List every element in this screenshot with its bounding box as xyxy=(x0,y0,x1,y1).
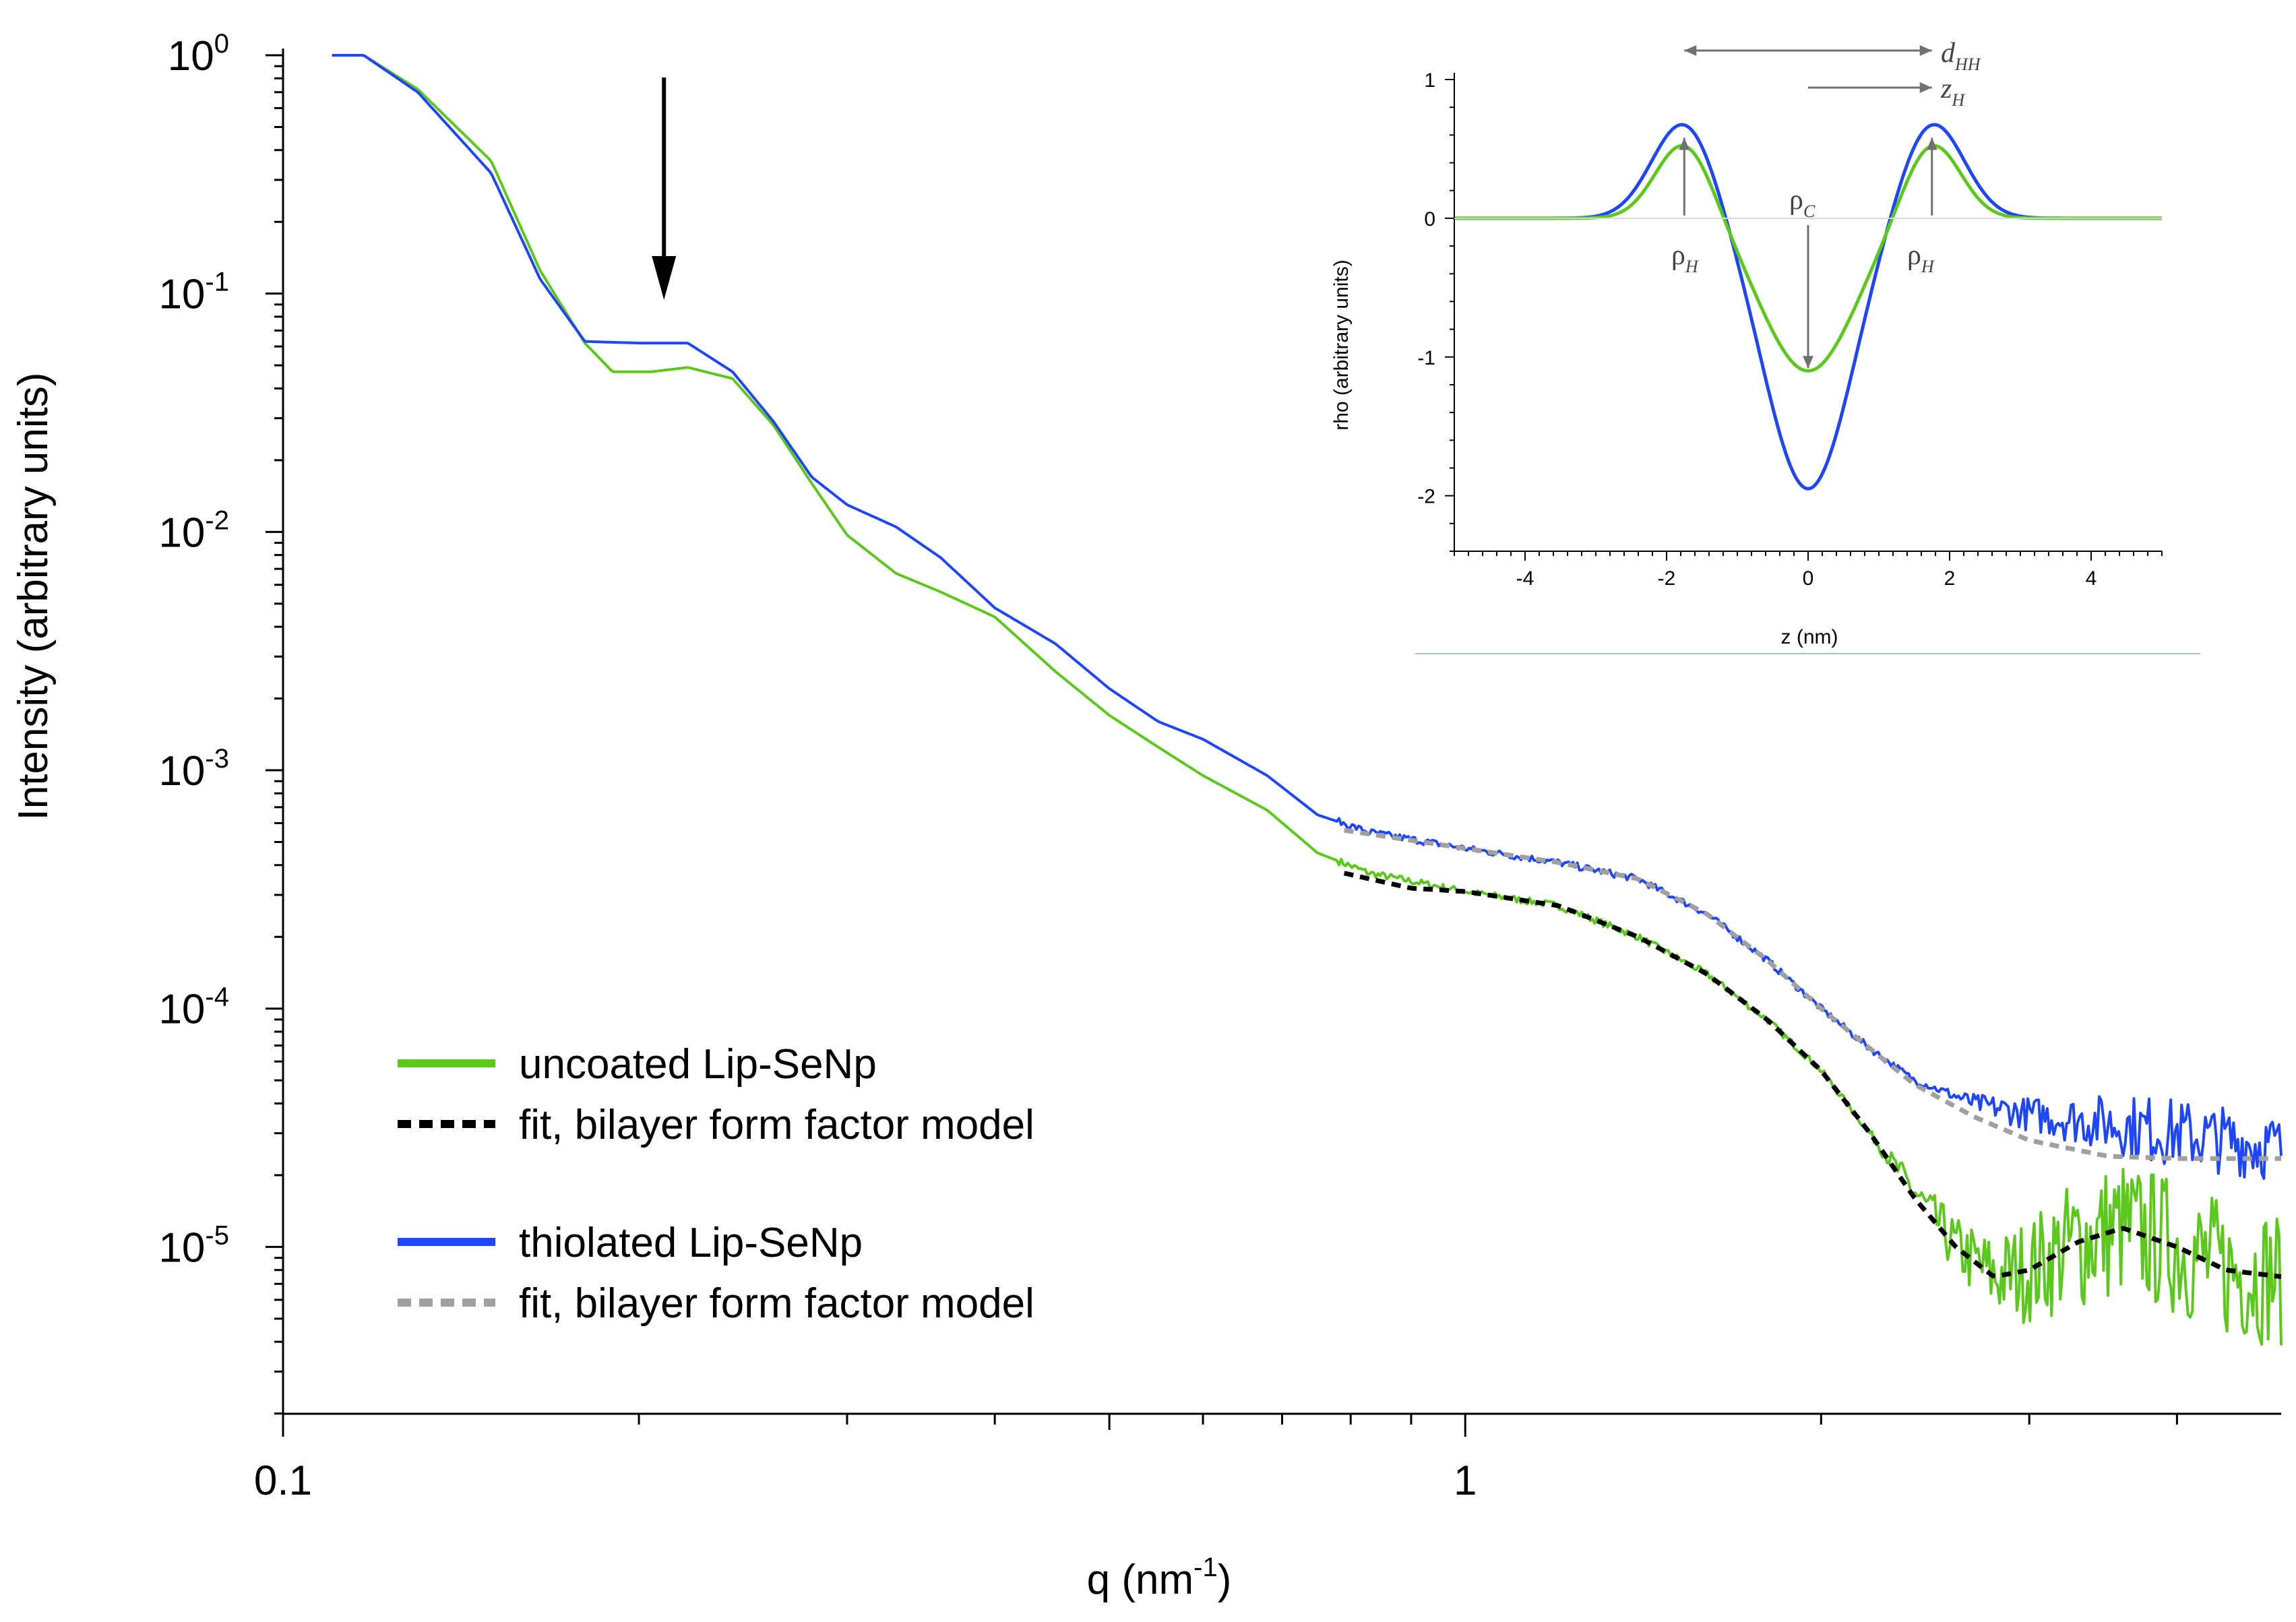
rhoh-left-arrow-head xyxy=(1679,137,1690,150)
inset-x-tick-label: 2 xyxy=(1944,567,1956,590)
inset-y-axis-title: rho (arbitrary units) xyxy=(1330,259,1353,430)
y-tick-label-base: 10 xyxy=(158,1224,205,1271)
inset-y-tick-label: -1 xyxy=(1417,347,1435,369)
inset-y-tick-label: -2 xyxy=(1417,486,1435,508)
anno-rhoc-sub: C xyxy=(1803,201,1816,221)
y-tick-label-base: 10 xyxy=(158,272,205,318)
y-tick-label-exponent: -5 xyxy=(205,1220,229,1250)
anno-rhoh-left: ρH xyxy=(1671,240,1699,276)
inset-x-tick-label: -4 xyxy=(1516,567,1534,590)
inset-x-axis-title: z (nm) xyxy=(1781,626,1838,648)
main-series-group xyxy=(332,54,2283,1346)
x-axis-title-text: q (nm xyxy=(1087,1557,1193,1603)
anno-rhoc-main: ρ xyxy=(1789,185,1803,216)
peak-arrow xyxy=(652,77,677,300)
anno-zh: zH xyxy=(1940,73,1965,110)
inset-axes: -4 -2 0 2 4 -2 -1 0 1 xyxy=(1415,69,2200,654)
peak-arrow-head xyxy=(652,256,677,300)
x-tick-label: 1 xyxy=(1454,1458,1477,1504)
series-0-data-line xyxy=(332,54,2283,1346)
x-axis-title-close: ) xyxy=(1218,1557,1232,1603)
rhoh-right-arrow-head xyxy=(1926,137,1937,150)
anno-rhoh-left-main: ρ xyxy=(1671,240,1685,271)
y-tick-label-exponent: -3 xyxy=(205,744,229,774)
inset-x-tick-label: 4 xyxy=(2086,567,2097,590)
inset-annotations: dHH zH ρH ρH ρC xyxy=(1671,38,1981,369)
anno-rhoh-right: ρH xyxy=(1907,240,1935,276)
y-tick-label: 10-2 xyxy=(158,505,229,556)
legend-label-fit-thiolated: fit, bilayer form factor model xyxy=(519,1280,1034,1327)
anno-rhoh-left-sub: H xyxy=(1685,257,1699,276)
anno-zh-sub: H xyxy=(1951,90,1965,110)
anno-rhoh-right-sub: H xyxy=(1921,257,1935,276)
legend-label-uncoated: uncoated Lip-SeNp xyxy=(519,1041,877,1088)
inset-y-tick-label: 1 xyxy=(1424,69,1435,92)
rhoc-arrow-head xyxy=(1803,356,1813,369)
dhh-arrow-head xyxy=(1919,45,1932,56)
y-tick-label-exponent: -2 xyxy=(205,505,229,535)
y-tick-label: 10-5 xyxy=(158,1220,229,1271)
y-tick-label-exponent: -4 xyxy=(205,982,229,1012)
y-tick-label-base: 10 xyxy=(158,987,205,1033)
y-tick-label-base: 10 xyxy=(158,748,205,794)
inset-plot: -4 -2 0 2 4-2-101 dHH zH ρH ρH ρC z (nm) rho… xyxy=(1330,38,2200,654)
inset-x-tick-label: -2 xyxy=(1658,567,1676,590)
legend: uncoated Lip-SeNp fit, bilayer form fact… xyxy=(398,1041,1034,1327)
legend-label-thiolated: thiolated Lip-SeNp xyxy=(519,1220,863,1266)
zh-arrow-head xyxy=(1919,82,1932,93)
anno-dhh-sub: HH xyxy=(1954,55,1981,74)
y-tick-label-exponent: -1 xyxy=(205,268,229,297)
anno-rhoc: ρC xyxy=(1789,185,1816,221)
y-tick-label: 10-3 xyxy=(158,744,229,794)
y-tick-label: 10-1 xyxy=(158,268,229,318)
anno-rhoh-right-main: ρ xyxy=(1907,240,1921,271)
series-2-data-line xyxy=(332,54,2283,1180)
y-axis-title: Intensity (arbitrary units) xyxy=(10,373,57,821)
series-1-fit-line xyxy=(1343,871,2282,1280)
inset-x-tick-label: 0 xyxy=(1803,567,1814,590)
inset-y-tick-label: 0 xyxy=(1424,208,1435,230)
dhh-arrow-tail xyxy=(1684,45,1697,56)
y-tick-label: 100 xyxy=(168,29,229,80)
anno-zh-main: z xyxy=(1940,73,1952,104)
anno-dhh-main: d xyxy=(1941,38,1956,69)
x-axis-title-superscript: -1 xyxy=(1193,1553,1218,1582)
y-tick-label-base: 10 xyxy=(158,509,205,556)
x-axis-title: q (nm-1) xyxy=(1087,1553,1232,1603)
y-tick-label-exponent: 0 xyxy=(214,29,229,59)
legend-label-fit-uncoated: fit, bilayer form factor model xyxy=(519,1102,1034,1148)
x-tick-label: 0.1 xyxy=(254,1458,312,1504)
anno-dhh: dHH xyxy=(1941,38,1981,74)
y-tick-label-base: 10 xyxy=(168,33,214,80)
y-tick-label: 10-4 xyxy=(158,982,229,1033)
